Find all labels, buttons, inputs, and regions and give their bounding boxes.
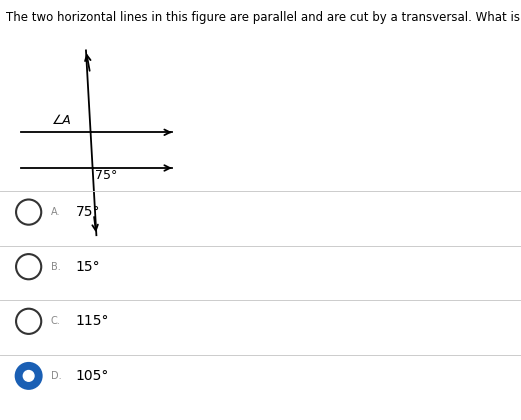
- Text: D.: D.: [51, 371, 61, 381]
- Ellipse shape: [16, 200, 41, 225]
- Text: A.: A.: [51, 207, 60, 217]
- Text: B.: B.: [51, 262, 60, 272]
- Ellipse shape: [23, 370, 34, 381]
- Text: The two horizontal lines in this figure are parallel and are cut by a transversa: The two horizontal lines in this figure …: [6, 10, 521, 24]
- Text: ∠A: ∠A: [52, 114, 71, 127]
- Text: 75°: 75°: [95, 169, 117, 182]
- Text: 75°: 75°: [76, 205, 100, 219]
- Ellipse shape: [16, 309, 41, 334]
- Ellipse shape: [16, 254, 41, 279]
- Text: 105°: 105°: [76, 369, 109, 383]
- Text: 115°: 115°: [76, 314, 109, 328]
- Text: 15°: 15°: [76, 260, 100, 274]
- Ellipse shape: [16, 363, 41, 389]
- Text: C.: C.: [51, 316, 60, 326]
